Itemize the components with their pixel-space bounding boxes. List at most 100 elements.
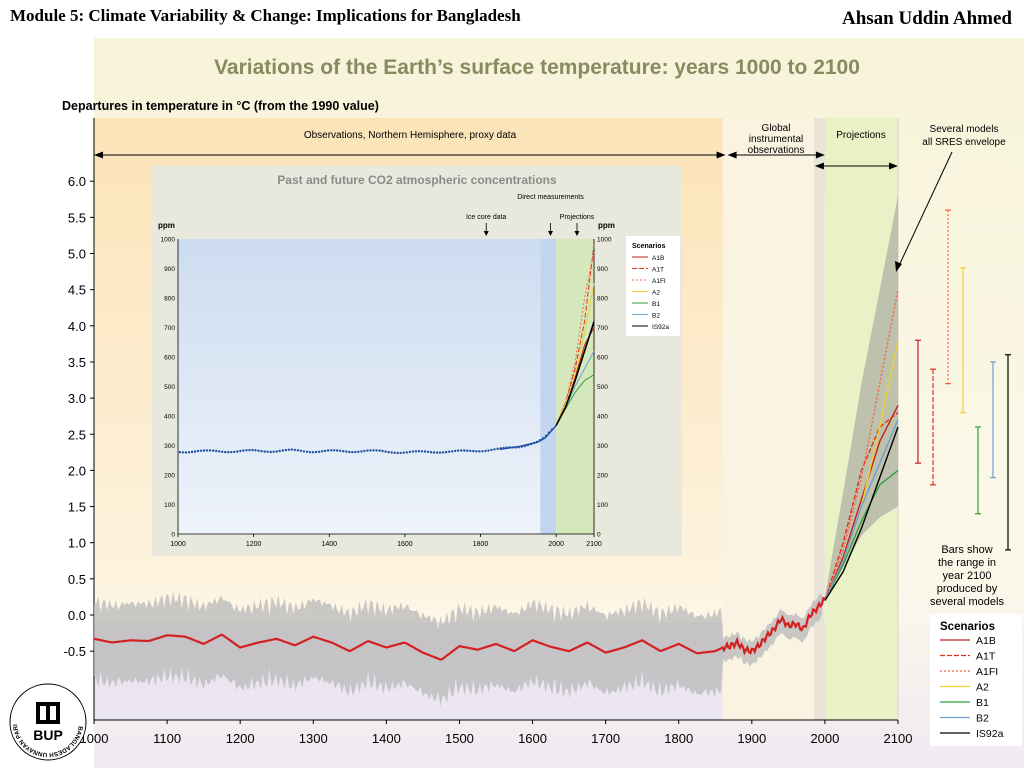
- inset-ice-core-point: [396, 451, 399, 455]
- inset-annot-projections: Projections: [560, 214, 595, 221]
- inset-ice-core-point: [199, 449, 203, 452]
- x-tick-label: 1600: [518, 731, 547, 746]
- inset-ice-core-point: [266, 450, 269, 453]
- inset-ice-core-point: [411, 450, 415, 453]
- proxy-uncertainty: [94, 195, 898, 707]
- inset-ice-core-point: [272, 450, 275, 453]
- inset-ice-core-point: [363, 449, 366, 453]
- inset-ice-core-point: [481, 450, 484, 453]
- x-tick-label: 1500: [445, 731, 474, 746]
- y-tick-label: -0.5: [64, 644, 86, 659]
- inset-ice-core-point: [275, 450, 278, 453]
- inset-ice-core-point: [184, 451, 188, 454]
- inset-direct-area: [540, 239, 557, 534]
- chart-title: Variations of the Earth’s surface temper…: [214, 56, 860, 79]
- projection-line-b1: [824, 469, 899, 601]
- inset-x-tick-label: 1200: [246, 541, 262, 548]
- y-tick-label: 3.0: [68, 391, 86, 406]
- arrow-projections-head-right: [889, 162, 898, 170]
- inset-ice-core-point: [393, 451, 396, 454]
- inset-ice-core-point: [299, 449, 303, 452]
- inset-y-tick-label-left: 900: [164, 266, 175, 273]
- inset-ice-core-point: [387, 450, 390, 454]
- inset-legend-label-b1: B1: [652, 301, 660, 308]
- inset-ice-core-point: [308, 451, 312, 454]
- range-bars-2100: [915, 209, 1011, 551]
- inset-y-tick-label-right: 100: [597, 502, 608, 509]
- inset-ice-core-point: [490, 448, 493, 452]
- inset-y-label-left: ppm: [158, 221, 175, 230]
- logo-text: BUP: [33, 727, 63, 743]
- y-tick-label: 6.0: [68, 174, 86, 189]
- inset-ice-core-point: [454, 449, 457, 453]
- inset-ice-core-point: [196, 449, 200, 453]
- inset-ice-core-point: [263, 450, 266, 453]
- inset-ice-core-point: [493, 448, 496, 451]
- inset-y-tick-label-right: 200: [597, 473, 608, 480]
- inset-ice-core-point: [448, 450, 451, 453]
- projection-line-a1fi: [824, 289, 899, 601]
- inset-ice-core-point: [414, 450, 418, 453]
- inset-ice-core-point: [254, 449, 257, 452]
- arrow-observations-head-right: [716, 151, 726, 159]
- inset-ice-core-point: [435, 451, 439, 454]
- inset-ice-core-point: [408, 450, 411, 454]
- inset-measured-line: [499, 424, 557, 451]
- inset-ice-core-point: [384, 450, 387, 453]
- inset-ice-core-point: [378, 449, 381, 452]
- region-label-observations: Observations, Northern Hemisphere, proxy…: [304, 130, 517, 141]
- inset-title: Past and future CO2 atmospheric concentr…: [277, 173, 557, 187]
- projection-line-is92a: [824, 426, 899, 601]
- x-tick-label: 1100: [153, 731, 181, 746]
- inset-ice-core-point: [429, 451, 433, 454]
- inset-ice-core-point: [284, 448, 287, 452]
- inset-y-tick-label-left: 200: [164, 473, 175, 480]
- inset-ice-core-point: [326, 449, 330, 452]
- y-tick-label: 2.0: [68, 463, 86, 478]
- inset-legend-label-a2: A2: [652, 290, 660, 297]
- inset-y-tick-label-right: 300: [597, 443, 608, 450]
- envelope-pointer-head: [895, 261, 902, 272]
- inset-y-tick-label-left: 0: [171, 532, 175, 539]
- legend-label-a1b: A1B: [976, 635, 996, 647]
- inset-x-tick-label: 2000: [548, 541, 564, 548]
- bup-logo: BANGLADESH UNNAYAN PARISHAD BUP: [8, 682, 87, 761]
- bars-note: Bars show the range in year 2100 produced b…: [930, 544, 1004, 608]
- inset-ice-core-point: [405, 451, 408, 454]
- region-label-instrumental: Global instrumental observations: [748, 123, 805, 156]
- inset-y-tick-label-right: 700: [597, 325, 608, 332]
- inset-ice-core-point: [463, 449, 466, 452]
- inset-y-tick-label-left: 500: [164, 384, 175, 391]
- module-title: Module 5: Climate Variability & Change: …: [10, 6, 521, 25]
- inset-ice-core-point: [287, 448, 290, 451]
- legend-label-a1t: A1T: [976, 651, 996, 663]
- inset-ice-core-point: [381, 449, 384, 453]
- inset-ice-core-point: [354, 450, 357, 454]
- y-tick-label: 1.5: [68, 500, 86, 515]
- inset-ice-core-point: [260, 450, 263, 453]
- legend-label-a1fi: A1FI: [976, 666, 998, 678]
- inset-y-tick-label-left: 600: [164, 355, 175, 362]
- legend-label-a2: A2: [976, 682, 989, 694]
- x-tick-label: 1200: [226, 731, 255, 746]
- inset-ice-core-point: [302, 450, 306, 453]
- inset-ice-core-point: [239, 449, 242, 453]
- inset-ice-core-point: [475, 450, 478, 453]
- observed-series-line: [93, 596, 826, 661]
- inset-ice-core-point: [426, 450, 430, 453]
- inset-annot-arrow-head: [483, 231, 489, 236]
- inset-ice-core-point: [444, 450, 448, 454]
- y-tick-label: 5.5: [68, 210, 86, 225]
- projection-line-a1b: [824, 405, 899, 601]
- inset-legend-label-a1b: A1B: [652, 255, 664, 262]
- inset-ice-core-point: [320, 450, 324, 453]
- co2-inset-chart: Past and future CO2 atmospheric concentr…: [152, 166, 682, 556]
- inset-ice-core-point: [205, 449, 209, 452]
- inset-x-tick-label: 2100: [586, 541, 602, 548]
- legend: Scenarios A1B A1T A1FI A2 B1 B2 IS92a: [930, 614, 1022, 746]
- inset-ice-core-point: [369, 449, 372, 452]
- inset-ice-core-point: [348, 450, 351, 454]
- inset-ice-core-point: [293, 448, 297, 452]
- inset-ice-core-point: [420, 450, 424, 453]
